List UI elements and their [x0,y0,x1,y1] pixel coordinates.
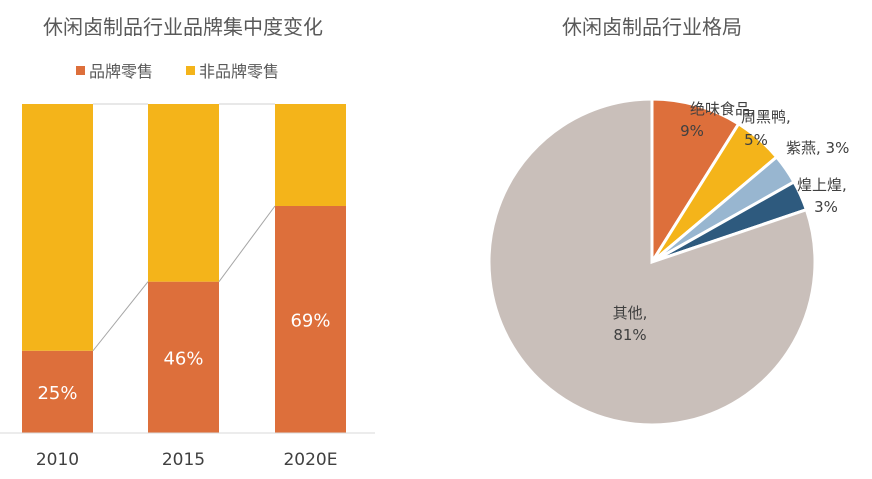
pie-plot: 绝味食品, 9% 周黑鸭, 5% 紫燕, 3% 煌上煌, 3% 其他, 81% [487,97,849,427]
legend-swatch-nonbrand [186,66,195,75]
pie-data-label: 其他, [613,304,648,322]
legend-swatch-brand [76,66,85,75]
bar-legend: 品牌零售 非品牌零售 [76,62,279,81]
legend-label-nonbrand: 非品牌零售 [199,62,279,81]
legend-label-brand: 品牌零售 [89,62,153,81]
pie-data-label: 81% [613,326,646,344]
pie-data-label: 紫燕, 3% [786,139,849,157]
bar-brand-2020E [275,205,346,433]
pie-data-label: 煌上煌, [797,176,847,194]
bar-nonbrand-2010 [22,104,93,351]
bar-nonbrand-2015 [148,104,219,282]
x-tick-label: 2010 [36,450,79,470]
data-label: 46% [163,348,203,369]
x-tick-label: 2020E [283,450,337,470]
pie-slice-绝味食品 [650,97,741,268]
pie-data-label: 3% [814,198,838,216]
bar-plot: 25% 2010 46% 2015 69% 2020E [0,103,375,470]
bar-chart-title: 休闲卤制品行业品牌集中度变化 [43,15,323,39]
series-line [218,205,276,282]
pie-slice-其他 [487,97,817,427]
bar-nonbrand-2020E [275,104,346,206]
bar-brand-2010 [22,350,93,433]
series-line [92,281,149,352]
x-tick-label: 2015 [162,450,205,470]
data-label: 25% [37,383,77,404]
pie-data-label: 绝味食品, [690,100,755,118]
pie-chart-title: 休闲卤制品行业格局 [562,15,742,39]
pie-data-label: 周黑鸭, [741,108,791,126]
pie-data-label: 5% [744,131,768,149]
data-label: 69% [290,310,330,331]
bar-brand-2015 [148,281,219,433]
pie-data-label: 9% [680,122,704,140]
